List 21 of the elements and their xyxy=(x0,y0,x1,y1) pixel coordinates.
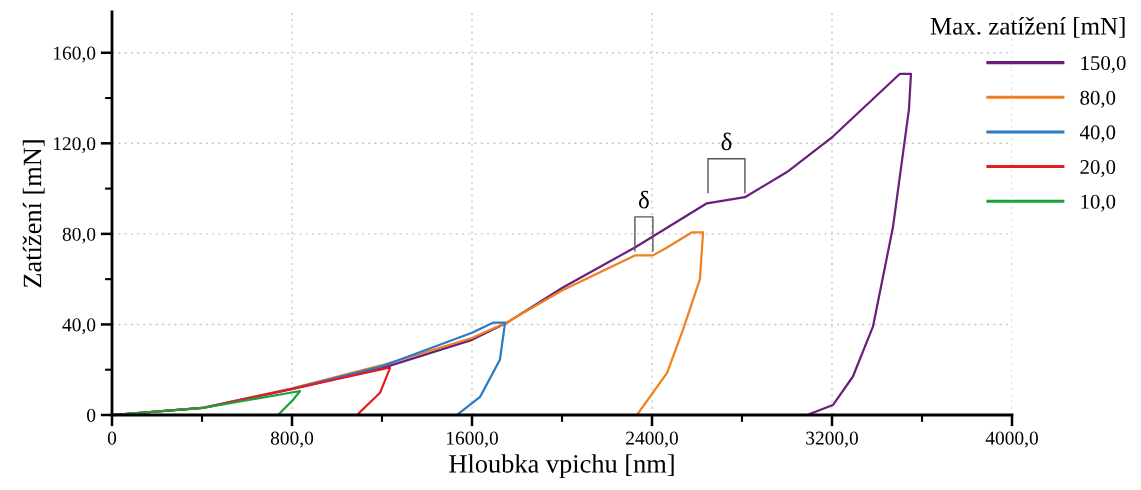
x-tick-label: 3200,0 xyxy=(806,431,858,448)
y-tick-label: 0 xyxy=(87,408,96,422)
y-tick-label: 160,0 xyxy=(53,46,96,63)
x-axis-title: Hloubka vpichu [nm] xyxy=(449,454,674,479)
x-tick-label: 1600,0 xyxy=(446,431,498,448)
legend-label: 20,0 xyxy=(1080,159,1116,178)
x-tick-label: 0 xyxy=(107,431,117,445)
annotation: δ xyxy=(721,132,732,151)
legend-label: 10,0 xyxy=(1081,194,1116,212)
legend-label: 80,0 xyxy=(1080,90,1116,108)
legend-title: Max. zatížení [mN] xyxy=(930,16,1125,38)
y-tick-label: 120,0 xyxy=(53,137,96,154)
legend-label: 40,0 xyxy=(1079,125,1116,143)
legend-label: 150,0 xyxy=(1081,56,1126,74)
y-tick-label: 80,0 xyxy=(62,227,96,244)
y-axis-title: Zatížení [mN] xyxy=(22,140,45,288)
x-tick-label: 800,0 xyxy=(270,431,314,448)
annotation: δ xyxy=(638,190,649,209)
y-tick-label: 40,0 xyxy=(62,318,96,335)
x-tick-label: 2400,0 xyxy=(626,431,678,448)
x-tick-label: 4000,0 xyxy=(985,431,1038,448)
